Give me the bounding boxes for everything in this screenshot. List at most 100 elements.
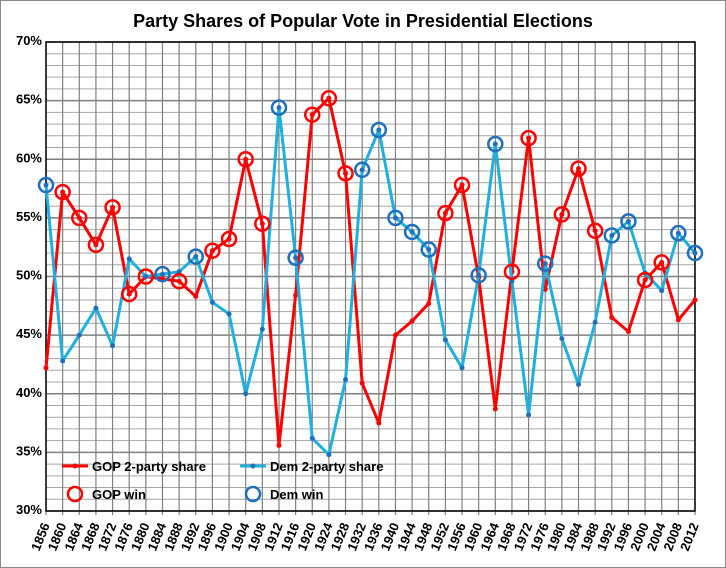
gop-win-marker: [453, 176, 471, 194]
data-point-gop: [276, 442, 282, 448]
data-point-gop: [93, 242, 99, 248]
plot-area: [37, 90, 704, 458]
data-point-dem: [76, 332, 82, 338]
data-point-gop: [43, 365, 49, 371]
data-point-dem: [392, 215, 398, 221]
data-point-dem: [226, 311, 232, 317]
dem-win-marker: [154, 265, 171, 283]
data-point-gop: [343, 170, 349, 176]
data-point-dem: [576, 381, 582, 387]
legend-label: GOP win: [92, 487, 146, 502]
data-point-dem: [542, 261, 548, 267]
gop-win-marker: [320, 90, 338, 107]
dem-win-marker: [403, 223, 421, 241]
series-line-gop: [44, 96, 697, 447]
gop-win-marker: [570, 160, 587, 177]
gop-win-marker: [586, 222, 604, 240]
data-point-gop: [193, 293, 199, 299]
data-point-gop: [259, 221, 265, 227]
data-point-gop: [642, 277, 648, 283]
axes: 30%35%40%45%50%55%60%65%70%1856186018641…: [16, 33, 702, 553]
gop-win-marker: [503, 263, 521, 281]
data-point-dem: [143, 274, 149, 279]
data-point-dem: [692, 250, 698, 256]
data-point-dem: [592, 319, 598, 325]
dem-win-marker: [536, 255, 554, 272]
data-point-dem: [259, 326, 265, 332]
y-tick-label: 50%: [16, 268, 42, 283]
dem-win-marker: [187, 248, 205, 265]
data-point-dem: [659, 288, 665, 294]
gop-win-marker: [304, 106, 321, 123]
data-point-dem: [93, 305, 99, 311]
data-point-gop: [359, 380, 365, 386]
dem-win-marker: [37, 176, 55, 194]
dem-win-marker: [420, 241, 437, 258]
data-point-gop: [592, 228, 598, 234]
plot-border: [45, 41, 696, 512]
dem-win-marker: [353, 161, 371, 179]
dem-win-marker: [470, 267, 487, 284]
legend-marker: [66, 485, 84, 503]
data-point-gop: [625, 329, 631, 335]
data-point-gop: [293, 292, 299, 298]
data-point-gop: [426, 300, 432, 306]
data-point-gop: [110, 204, 116, 210]
data-point-gop: [576, 166, 582, 172]
dem-win-marker: [603, 227, 621, 244]
chart-title: Party Shares of Popular Vote in Presiden…: [133, 11, 593, 31]
data-point-gop: [126, 291, 132, 297]
data-point-gop: [692, 297, 698, 303]
data-point-gop: [492, 406, 498, 412]
data-point-gop: [675, 317, 681, 323]
series-line-dem: [44, 106, 697, 457]
gop-win-marker: [337, 165, 354, 182]
data-point-dem: [243, 391, 249, 397]
data-point-dem: [376, 127, 382, 133]
y-tick-label: 35%: [16, 443, 42, 458]
dem-win-marker: [270, 99, 288, 116]
data-point-dem: [492, 141, 498, 147]
dem-win-marker: [387, 209, 404, 227]
gop-win-marker: [71, 209, 88, 227]
legend-point: [72, 463, 78, 469]
data-point-dem: [159, 271, 165, 277]
data-point-dem: [110, 343, 116, 349]
gop-win-marker: [653, 254, 670, 271]
data-point-dem: [343, 377, 349, 383]
data-point-dem: [476, 272, 482, 278]
data-point-dem: [193, 254, 199, 260]
data-point-dem: [459, 365, 465, 371]
data-point-dem: [526, 412, 532, 418]
data-point-gop: [60, 189, 66, 195]
dem-win-marker: [287, 249, 304, 266]
data-point-dem: [426, 247, 432, 253]
data-point-dem: [326, 452, 332, 458]
data-point-dem: [43, 182, 49, 188]
grid: [45, 41, 696, 515]
data-point-gop: [226, 236, 232, 242]
gop-win-marker: [54, 183, 71, 201]
gop-win-marker: [137, 268, 155, 285]
data-point-gop: [326, 95, 332, 101]
dem-win-marker: [370, 121, 388, 139]
gop-win-marker: [437, 204, 454, 222]
y-tick-label: 30%: [16, 502, 42, 517]
data-point-gop: [659, 259, 665, 265]
gop-win-marker: [636, 271, 654, 289]
y-tick-label: 65%: [16, 92, 42, 107]
data-point-gop: [559, 211, 565, 217]
gop-win-marker: [204, 242, 221, 259]
dem-win-marker: [670, 224, 687, 242]
data-point-dem: [409, 229, 415, 235]
gop-win-marker: [170, 272, 188, 290]
data-point-dem: [609, 232, 615, 238]
data-point-gop: [442, 210, 448, 216]
data-point-gop: [209, 248, 215, 254]
y-tick-label: 45%: [16, 326, 42, 341]
data-point-gop: [243, 156, 249, 162]
legend-label: GOP 2-party share: [92, 459, 206, 474]
gop-win-marker: [553, 206, 571, 223]
data-point-dem: [675, 230, 681, 236]
